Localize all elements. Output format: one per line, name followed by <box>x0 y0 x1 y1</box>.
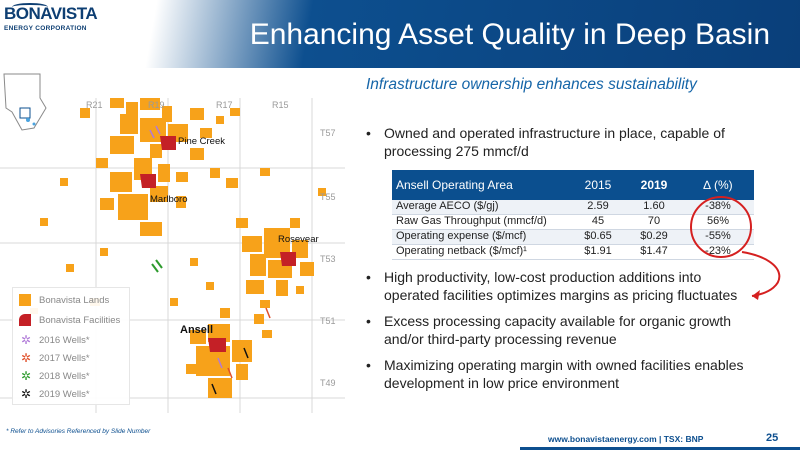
township-label-t49: T49 <box>320 378 336 388</box>
bullet-text: High productivity, low-cost production a… <box>384 269 702 285</box>
township-label-t51: T51 <box>320 316 336 326</box>
column-header: Ansell Operating Area <box>396 178 513 192</box>
column-header: ∆ (%) <box>703 178 733 192</box>
bullet-text: operated facilities optimizes margins as… <box>384 287 738 303</box>
bullet-text: processing 275 mmcf/d <box>384 143 529 159</box>
table-cell: 1.60 <box>643 200 665 212</box>
bullet-text: development in low price environment <box>384 375 620 391</box>
logo-subtitle: ENERGY CORPORATION <box>4 25 87 32</box>
legend-item-2019: ✲ 2019 Wells* <box>19 388 90 400</box>
bullet-dot: • <box>366 313 371 329</box>
table-cell: 70 <box>647 215 661 227</box>
bullet-text: and/or third-party processing revenue <box>384 331 617 347</box>
logo-arc <box>12 3 48 11</box>
slide-subtitle: Infrastructure ownership enhances sustai… <box>366 76 697 93</box>
table-cell: Operating netback ($/mcf)¹ <box>396 245 527 257</box>
map-legend: Bonavista Lands Bonavista Facilities ✲ 2… <box>12 287 130 405</box>
highlight-oval <box>690 196 752 258</box>
legend-item-2017: ✲ 2017 Wells* <box>19 352 90 364</box>
legend-label: 2017 Wells* <box>39 352 90 364</box>
range-label-r17: R17 <box>216 100 233 110</box>
bullet-text: Owned and operated infrastructure in pla… <box>384 125 725 141</box>
township-label-t55: T55 <box>320 192 336 202</box>
bullet-dot: • <box>366 125 371 141</box>
township-label-t57: T57 <box>320 128 336 138</box>
column-header: 2019 <box>640 178 668 192</box>
title-banner: Enhancing Asset Quality in Deep Basin <box>100 0 800 68</box>
bullet-dot: • <box>366 269 371 285</box>
map-canvas <box>0 73 345 413</box>
legend-item-2016: ✲ 2016 Wells* <box>19 334 90 346</box>
legend-label: Bonavista Lands <box>39 294 110 306</box>
table-cell: 2.59 <box>587 200 609 212</box>
township-label-t53: T53 <box>320 254 336 264</box>
place-label-pine-creek: Pine Creek <box>178 136 225 147</box>
well-2016-icon: ✲ <box>20 333 32 347</box>
table-cell: 45 <box>591 215 605 227</box>
company-logo: BONAVISTA ENERGY CORPORATION <box>4 3 100 44</box>
table-cell: $1.47 <box>640 245 668 257</box>
table-cell: Raw Gas Throughput (mmcf/d) <box>396 215 547 227</box>
place-label-rosevear: Rosevear <box>278 234 319 245</box>
table-row: Average AECO ($/gj) 2.59 1.60 -38% <box>392 200 754 215</box>
advisory-footnote: * Refer to Advisories Referenced by Slid… <box>6 428 151 435</box>
column-header: 2015 <box>584 178 612 192</box>
footer-rule <box>520 447 800 450</box>
bullet-text: Excess processing capacity available for… <box>384 313 732 329</box>
legend-item-lands: Bonavista Lands <box>19 294 109 306</box>
facility-swatch <box>19 314 31 326</box>
bullet-dot: • <box>366 357 371 373</box>
well-2017-icon: ✲ <box>20 351 32 365</box>
province-inset-icon <box>3 73 47 131</box>
bullet-text: Maximizing operating margin with owned f… <box>384 357 744 373</box>
lands-swatch <box>19 294 31 306</box>
well-2019-icon: ✲ <box>20 387 32 401</box>
place-label-ansell: Ansell <box>180 324 214 336</box>
table-cell: Average AECO ($/gj) <box>396 200 499 212</box>
table-cell: Operating expense ($/mcf) <box>396 230 527 242</box>
well-2018-icon: ✲ <box>20 369 32 383</box>
website-link[interactable]: www.bonavistaenergy.com | TSX: BNP <box>548 434 704 444</box>
range-label-r15: R15 <box>272 100 289 110</box>
legend-label: Bonavista Facilities <box>39 314 121 326</box>
slide-title: Enhancing Asset Quality in Deep Basin <box>249 18 770 51</box>
table-header: Ansell Operating Area 2015 2019 ∆ (%) <box>392 170 754 200</box>
legend-item-2018: ✲ 2018 Wells* <box>19 370 90 382</box>
asset-map: R21 R19 R17 R15 T57 T55 T53 T51 T49 Pine… <box>0 68 345 413</box>
range-label-r19: R19 <box>148 100 165 110</box>
legend-label: 2016 Wells* <box>39 334 90 346</box>
table-cell: $0.29 <box>640 230 668 242</box>
table-cell: $1.91 <box>584 245 612 257</box>
legend-label: 2018 Wells* <box>39 370 90 382</box>
legend-label: 2019 Wells* <box>39 388 90 400</box>
place-label-marlboro: Marlboro <box>150 194 188 205</box>
page-number: 25 <box>766 432 779 444</box>
table-cell: $0.65 <box>584 230 612 242</box>
range-label-r21: R21 <box>86 100 103 110</box>
legend-item-facilities: Bonavista Facilities <box>19 314 120 326</box>
